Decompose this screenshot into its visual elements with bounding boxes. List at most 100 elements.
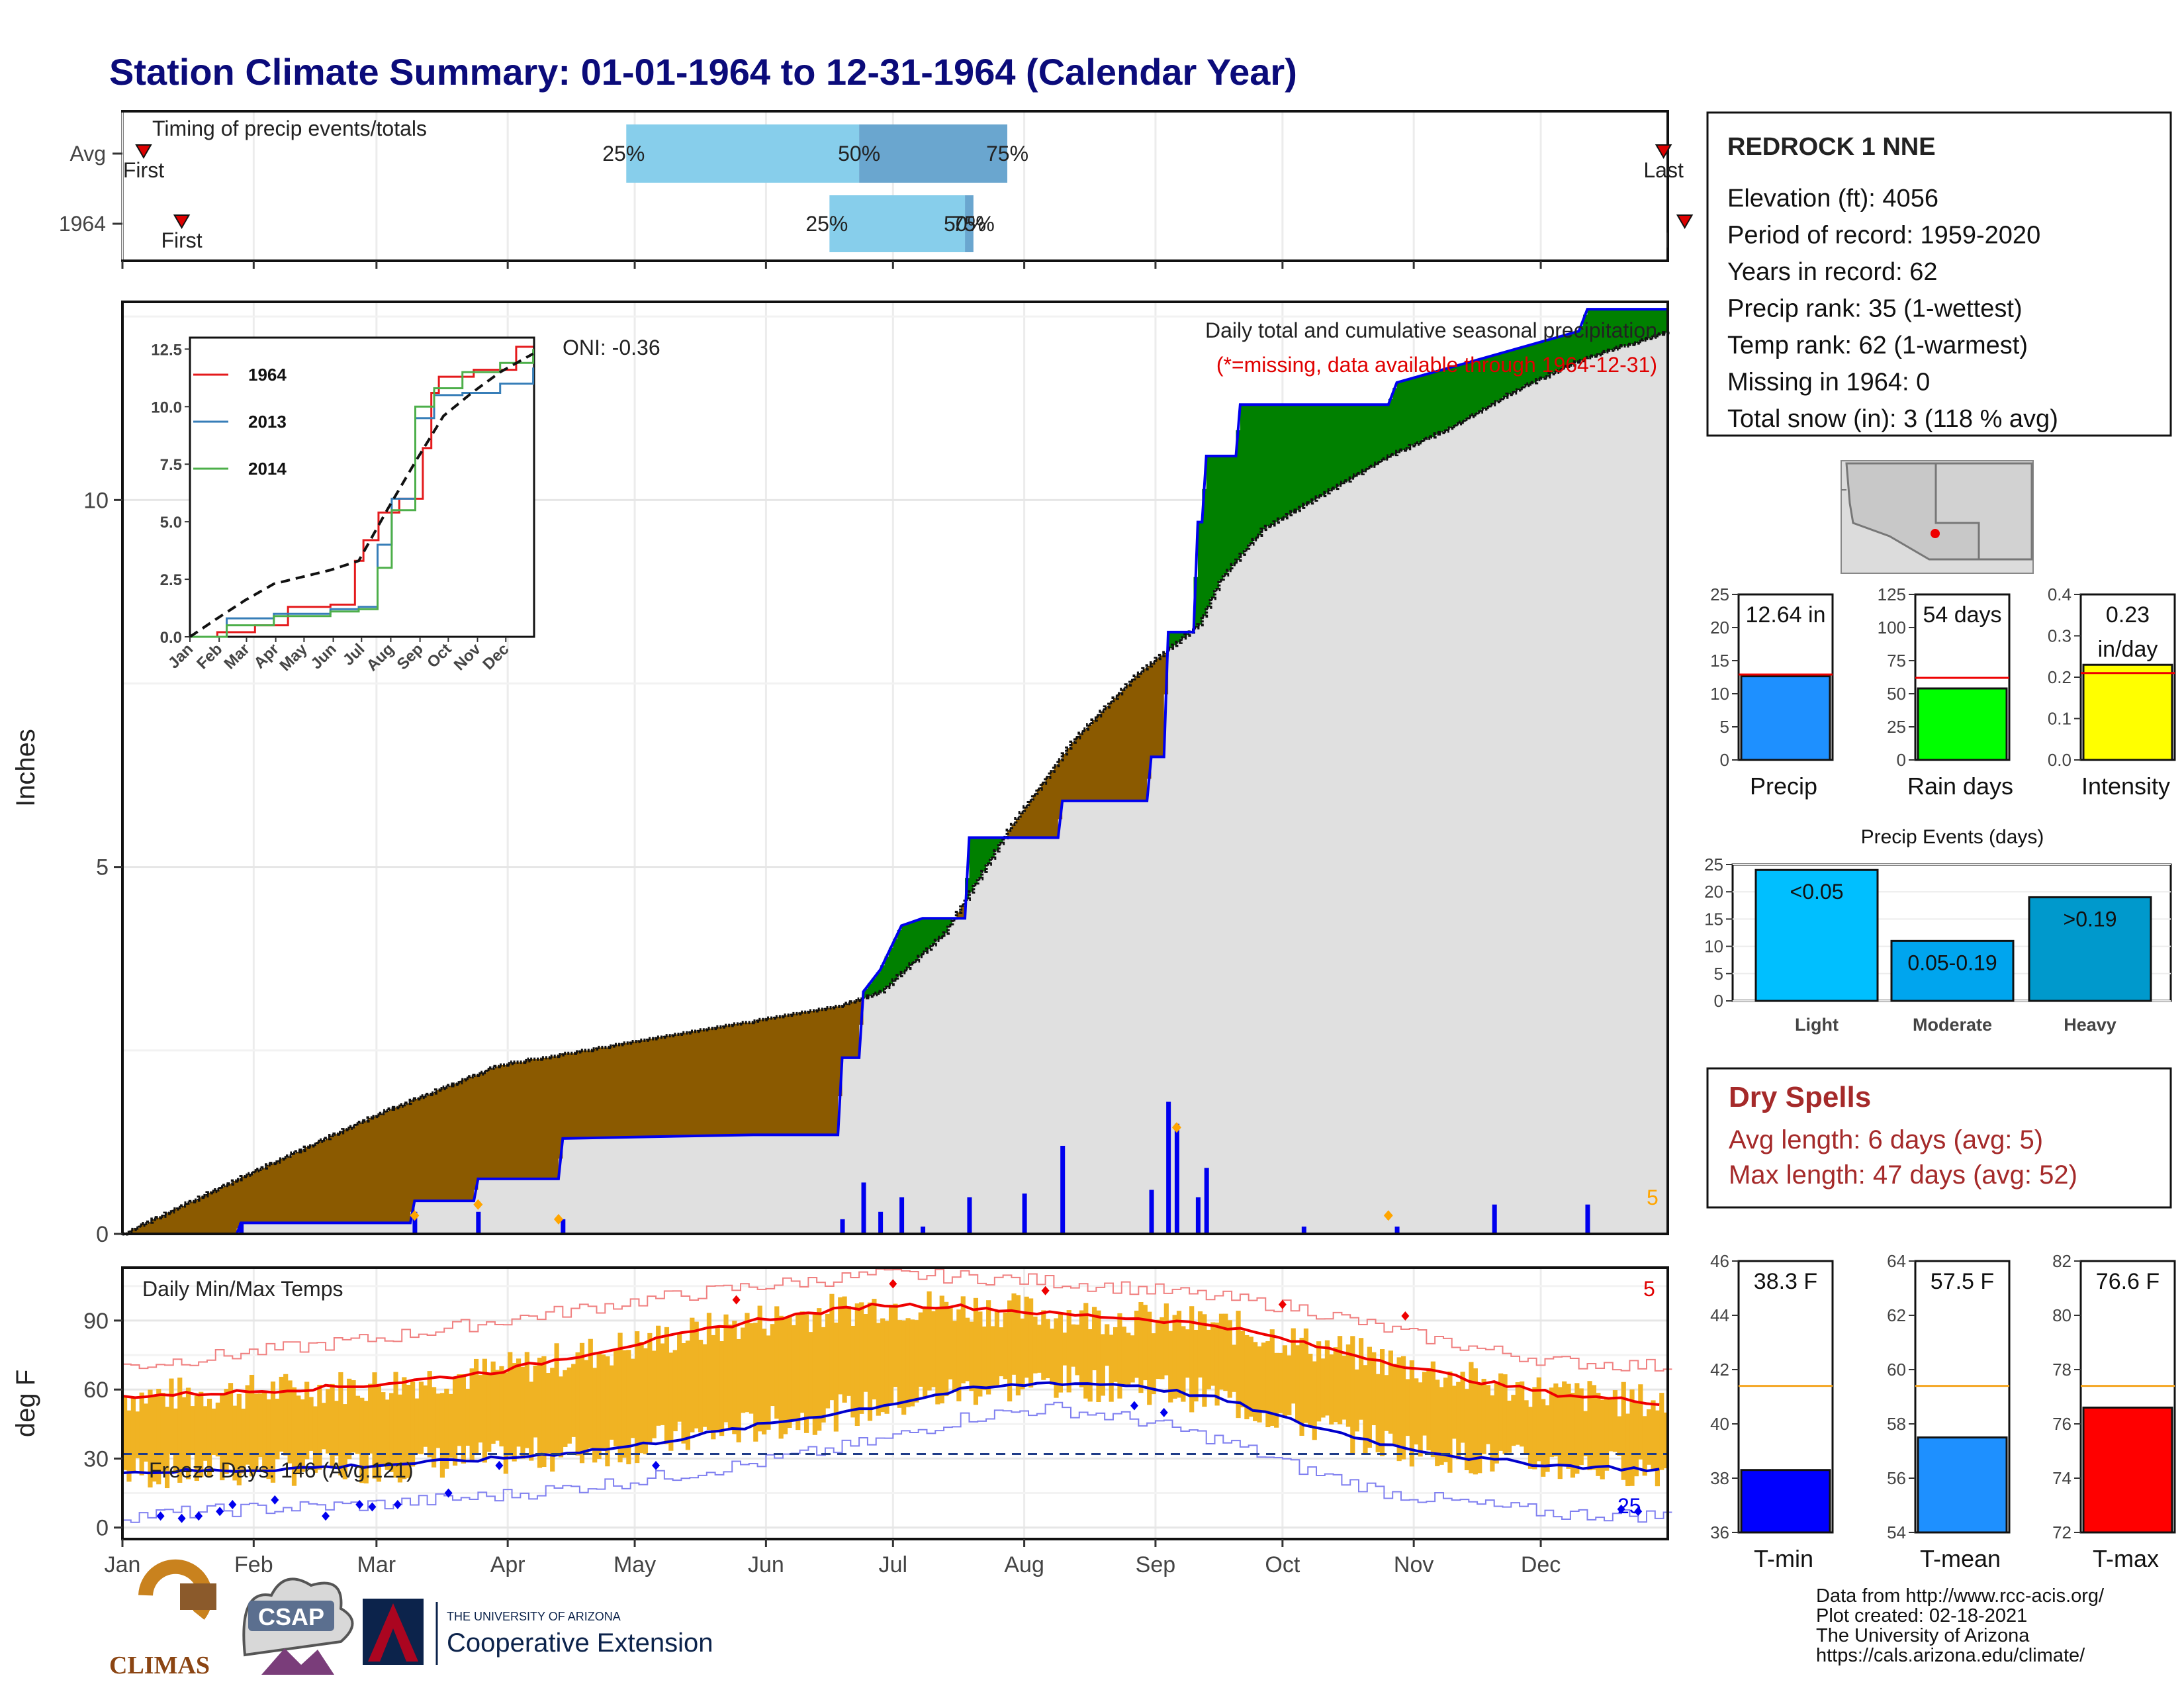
small-bar-tick-label: 100 — [1878, 618, 1906, 637]
daily-temp-bar — [490, 1361, 496, 1444]
daily-temp-bar — [236, 1393, 242, 1485]
daily-temp-bar — [1189, 1306, 1195, 1413]
daily-temp-bar — [220, 1393, 225, 1481]
daily-temp-bar — [1058, 1313, 1063, 1393]
small-bar-tick-label: 72 — [2052, 1523, 2071, 1542]
daily-temp-bar — [1549, 1387, 1555, 1458]
daily-precip-bar — [1022, 1194, 1027, 1234]
small-bar-tick-label: 75 — [1887, 651, 1906, 671]
daily-temp-bar — [326, 1389, 331, 1454]
daily-temp-bar — [876, 1323, 881, 1416]
small-bar-tick-label: 80 — [2052, 1305, 2071, 1325]
month-tick-label: Dec — [1521, 1552, 1561, 1577]
events-bar — [2028, 896, 2152, 1002]
daily-temp-bar — [999, 1327, 1004, 1377]
daily-temp-bar — [1214, 1322, 1220, 1406]
daily-precip-bar — [840, 1219, 845, 1234]
small-bar-tick-label: 50 — [1887, 684, 1906, 704]
daily-temp-bar — [516, 1358, 522, 1447]
daily-temp-bar — [368, 1383, 373, 1454]
station-name: REDROCK 1 NNE — [1727, 133, 1936, 161]
daily-temp-bar — [1350, 1336, 1355, 1454]
daily-temp-bar — [1418, 1382, 1423, 1457]
daily-temp-bar — [927, 1291, 932, 1391]
daily-temp-bar — [639, 1342, 644, 1454]
daily-temp-bar — [1414, 1378, 1419, 1445]
daily-temp-bar — [304, 1382, 310, 1460]
daily-temp-bar — [1426, 1368, 1432, 1451]
climas-emblem-block — [180, 1583, 216, 1610]
daily-temp-bar — [1303, 1328, 1309, 1423]
daily-temp-bar — [588, 1338, 593, 1448]
ua-logo-big-text: Cooperative Extension — [447, 1628, 713, 1658]
csap-logo-text: CSAP — [258, 1603, 324, 1630]
daily-temp-bar — [152, 1395, 157, 1482]
daily-precip-bar — [1394, 1226, 1400, 1234]
daily-temp-bar — [736, 1338, 741, 1442]
cumulative-1964-line — [122, 308, 1668, 1235]
timing-p25-label: 25% — [602, 142, 645, 165]
daily-temp-bar — [614, 1350, 619, 1446]
daily-temp-bar — [300, 1399, 305, 1472]
record-low-marker — [156, 1511, 165, 1521]
page-title: Station Climate Summary: 01-01-1964 to 1… — [109, 51, 1297, 93]
daily-precip-bar — [561, 1219, 566, 1234]
daily-temp-bar — [833, 1323, 839, 1432]
first-event-marker — [173, 214, 191, 229]
daily-temp-bar — [956, 1309, 962, 1401]
daily-temp-bar — [1312, 1361, 1317, 1440]
daily-temp-bar — [685, 1340, 691, 1450]
daily-temp-bar — [630, 1358, 635, 1438]
daily-temp-bar — [381, 1392, 386, 1466]
snow-marker — [553, 1213, 563, 1225]
daily-temp-bar — [435, 1393, 441, 1448]
daily-temp-range-bars — [122, 1291, 1668, 1489]
events-bar-label: >0.19 — [2064, 907, 2117, 931]
daily-temp-bar — [1477, 1383, 1482, 1474]
daily-temp-bar — [1498, 1373, 1504, 1451]
month-tick-label: Feb — [234, 1552, 273, 1577]
record-low-marker — [177, 1513, 186, 1523]
daily-temp-bar — [1218, 1313, 1224, 1390]
daily-temp-bar — [389, 1393, 394, 1472]
daily-temp-bar — [1430, 1361, 1435, 1458]
daily-temp-bar — [1392, 1364, 1398, 1444]
daily-temp-bar — [130, 1398, 136, 1472]
daily-temp-bar — [1439, 1387, 1444, 1465]
daily-temp-bar — [973, 1297, 979, 1405]
daily-temp-bar — [334, 1401, 340, 1456]
small-bar-tick-label: 36 — [1710, 1523, 1729, 1542]
credit-line: Data from http://www.rcc-acis.org/ — [1816, 1585, 2105, 1607]
daily-temp-bar — [1612, 1390, 1618, 1452]
daily-precip-bar — [239, 1223, 244, 1234]
small-bar-tick-label: 125 — [1878, 585, 1906, 604]
daily-temp-bar — [787, 1317, 792, 1429]
small-bar-tick-label: 0 — [1897, 750, 1906, 770]
daily-temp-bar — [308, 1397, 314, 1451]
timing-p75-label: 75% — [986, 142, 1028, 165]
daily-temp-bar — [1604, 1398, 1610, 1471]
daily-temp-bar — [418, 1382, 424, 1454]
daily-temp-bar — [918, 1312, 923, 1387]
daily-temp-bar — [1562, 1381, 1567, 1466]
daily-temp-bar — [796, 1312, 801, 1430]
daily-temp-bar — [702, 1344, 707, 1427]
daily-temp-bar — [486, 1372, 492, 1452]
daily-temp-bar — [537, 1358, 543, 1468]
daily-temp-bar — [1329, 1354, 1334, 1425]
precip-y-tick-label: 10 — [83, 488, 109, 513]
daily-temp-bar — [1570, 1393, 1576, 1478]
daily-temp-bar — [1371, 1352, 1377, 1425]
daily-temp-bar — [173, 1408, 178, 1474]
daily-temp-bar — [1045, 1319, 1050, 1378]
above-average-area — [863, 309, 1668, 998]
daily-precip-bar — [899, 1197, 905, 1234]
climas-logo-text: CLIMAS — [109, 1652, 210, 1679]
daily-temp-bar — [461, 1374, 466, 1464]
daily-temp-bar — [266, 1399, 271, 1479]
small-bar-category-label: T-min — [1754, 1545, 1813, 1572]
temp-y-tick-label: 60 — [83, 1378, 109, 1403]
daily-temp-bar — [1553, 1383, 1559, 1457]
daily-temp-bar — [978, 1311, 983, 1397]
events-tick-label: 20 — [1704, 882, 1723, 902]
